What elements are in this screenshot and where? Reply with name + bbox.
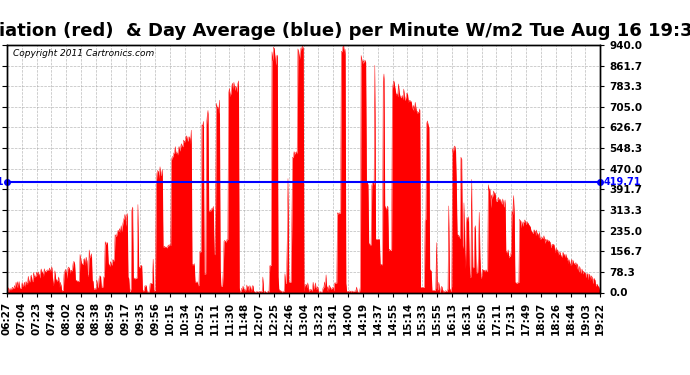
Text: Copyright 2011 Cartronics.com: Copyright 2011 Cartronics.com [13,49,154,58]
Text: 419.71: 419.71 [0,177,4,187]
Text: 419.71: 419.71 [603,177,641,187]
Text: Solar Radiation (red)  & Day Average (blue) per Minute W/m2 Tue Aug 16 19:33: Solar Radiation (red) & Day Average (blu… [0,22,690,40]
